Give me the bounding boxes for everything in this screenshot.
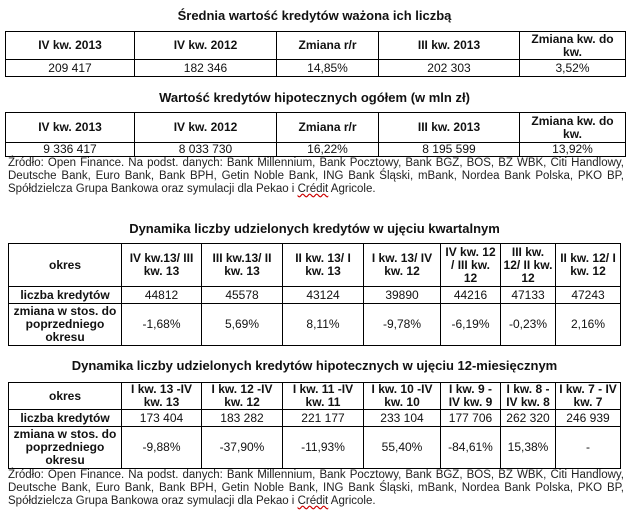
source-credit: Crédit (297, 183, 329, 195)
average-loan-table: IV kw. 2013 IV kw. 2012 Zmiana r/r III kw. … (5, 31, 626, 77)
table3-title: Dynamika liczby udzielonych kredytów w u… (129, 221, 500, 236)
annual-dynamics-table: okres I kw. 13 -IV kw. 13 I kw. 12 -IV kw.… (8, 382, 621, 469)
value-cell: 262 320 (500, 409, 556, 427)
value-cell: 45578 (201, 286, 283, 304)
header-cell: III kw. 12/ II kw. 12 (500, 243, 556, 287)
value-cell: -6,19% (440, 303, 501, 346)
header-cell: I kw. 11 -IV kw. 11 (282, 382, 364, 410)
table1-title: Średnia wartość kredytów ważona ich licz… (177, 8, 452, 23)
quarterly-dynamics-table: okres IV kw.13/ III kw. 13 III kw.13/ II k… (8, 243, 621, 346)
value-cell: 183 282 (201, 409, 283, 427)
value-cell: 13,92% (519, 142, 626, 157)
header-cell: IV kw.13/ III kw. 13 (121, 243, 202, 287)
value-cell: 182 346 (134, 59, 277, 77)
value-cell: 15,38% (500, 426, 556, 469)
header-cell: IV kw. 12 / III kw. 12 (440, 243, 501, 287)
value-cell: -37,90% (201, 426, 283, 469)
value-cell: 5,69% (201, 303, 283, 346)
source-note-2: Źródło: Open Finance. Na podst. danych: … (8, 469, 624, 508)
table4-title: Dynamika liczby udzielonych kredytów hip… (71, 358, 558, 373)
value-cell: 202 303 (378, 59, 520, 77)
value-cell: - (555, 426, 621, 469)
header-cell: I kw. 12 -IV kw. 12 (201, 382, 283, 410)
header-cell: I kw. 9 - IV kw. 9 (440, 382, 501, 410)
header-cell: Zmiana r/r (276, 112, 379, 143)
source-text-end: Agricole. (328, 495, 376, 507)
row-label: okres (8, 243, 122, 287)
header-cell: IV kw. 2012 (134, 31, 277, 60)
row-label: liczba kredytów (8, 286, 122, 304)
row-label: zmiana w stos. do poprzedniego okresu (8, 426, 122, 469)
header-cell: I kw. 10 -IV kw. 10 (363, 382, 441, 410)
value-cell: 8,11% (282, 303, 364, 346)
value-cell: -9,78% (363, 303, 441, 346)
source-text-end: Agricole. (328, 183, 376, 195)
header-cell: II kw. 13/ I kw. 13 (282, 243, 364, 287)
header-cell: IV kw. 2012 (134, 112, 277, 143)
value-cell: 233 104 (363, 409, 441, 427)
header-cell: I kw. 13/ IV kw. 12 (363, 243, 441, 287)
row-label: zmiana w stos. do poprzedniego okresu (8, 303, 122, 346)
value-cell: 3,52% (519, 59, 626, 77)
header-cell: III kw.13/ II kw. 13 (201, 243, 283, 287)
value-cell: 55,40% (363, 426, 441, 469)
total-mortgage-value-table: IV kw. 2013 IV kw. 2012 Zmiana r/r III kw. … (5, 112, 626, 157)
value-cell: 8 033 730 (134, 142, 277, 157)
value-cell: 39890 (363, 286, 441, 304)
header-cell: Zmiana kw. do kw. (519, 112, 626, 143)
value-cell: 221 177 (282, 409, 364, 427)
value-cell: 9 336 417 (5, 142, 135, 157)
header-cell: I kw. 8 - IV kw. 8 (500, 382, 556, 410)
header-cell: II kw. 12/ I kw. 12 (555, 243, 621, 287)
source-note: Źródło: Open Finance. Na podst. danych: … (8, 157, 624, 196)
table2-title: Wartość kredytów hipotecznych ogółem (w … (159, 90, 470, 105)
row-label: liczba kredytów (8, 409, 122, 427)
value-cell: 2,16% (555, 303, 621, 346)
value-cell: 16,22% (276, 142, 379, 157)
header-cell: Zmiana r/r (276, 31, 379, 60)
value-cell: -9,88% (121, 426, 202, 469)
header-cell: I kw. 7 - IV kw. 7 (555, 382, 621, 410)
value-cell: 47243 (555, 286, 621, 304)
value-cell: 14,85% (276, 59, 379, 77)
value-cell: 173 404 (121, 409, 202, 427)
value-cell: 44812 (121, 286, 202, 304)
source-text: Źródło: Open Finance. Na podst. danych: … (8, 469, 624, 507)
value-cell: 47133 (500, 286, 556, 304)
source-credit: Crédit (297, 495, 329, 507)
header-cell: III kw. 2013 (378, 112, 520, 143)
value-cell: -84,61% (440, 426, 501, 469)
header-cell: IV kw. 2013 (5, 112, 135, 143)
header-cell: Zmiana kw. do kw. (519, 31, 626, 60)
value-cell: -1,68% (121, 303, 202, 346)
row-label: okres (8, 382, 122, 410)
value-cell: 8 195 599 (378, 142, 520, 157)
header-cell: III kw. 2013 (378, 31, 520, 60)
value-cell: -0,23% (500, 303, 556, 346)
value-cell: 43124 (282, 286, 364, 304)
header-cell: I kw. 13 -IV kw. 13 (121, 382, 202, 410)
value-cell: 209 417 (5, 59, 135, 77)
value-cell: -11,93% (282, 426, 364, 469)
header-cell: IV kw. 2013 (5, 31, 135, 60)
value-cell: 177 706 (440, 409, 501, 427)
source-text: Źródło: Open Finance. Na podst. danych: … (8, 157, 624, 195)
value-cell: 44216 (440, 286, 501, 304)
value-cell: 246 939 (555, 409, 621, 427)
